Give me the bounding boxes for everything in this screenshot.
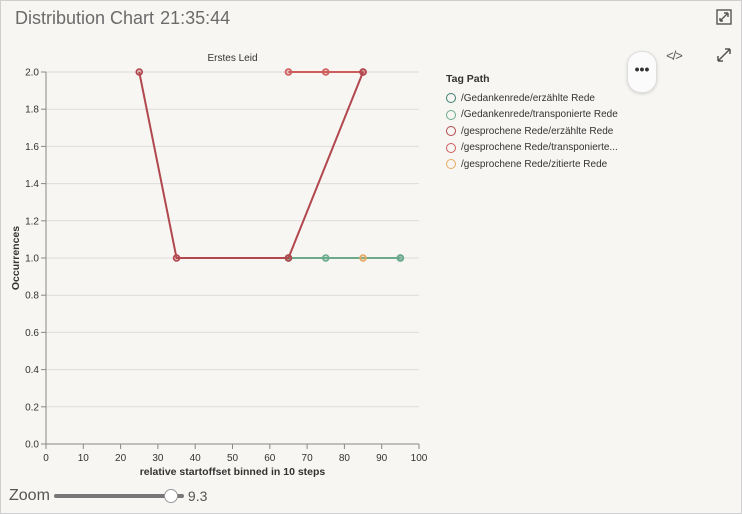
x-tick-label: 90 [376,453,388,464]
y-axis-label: Occurrences [10,226,22,290]
x-axis-label: relative startoffset binned in 10 steps [140,466,326,478]
data-point [135,68,144,76]
legend-swatch-icon [446,109,456,120]
data-point [172,254,181,262]
legend-item[interactable]: /gesprochene Rede/transponierte... [446,140,618,157]
minimize-icon[interactable] [715,9,733,27]
y-tick-label: 1.2 [25,216,39,227]
legend-item[interactable]: /Gedankenrede/transponierte Rede [446,107,618,124]
x-tick-label: 100 [411,453,428,464]
zoom-value: 9.3 [187,488,208,504]
window-title-time: 21:35:44 [160,8,231,28]
legend-item[interactable]: /gesprochene Rede/erzählte Rede [446,123,618,140]
y-tick-label: 2.0 [25,68,39,79]
legend-swatch-icon [446,93,456,104]
legend-item-label: /Gedankenrede/transponierte Rede [461,109,618,121]
line-chart: 0.0 0.2 0.4 0.6 0.8 1.0 1.2 1.4 1.6 1.8 2.0 0 10 20 30… [10,53,428,478]
legend-item[interactable]: /Gedankenrede/erzählte Rede [446,90,618,107]
code-icon[interactable]: </> [666,48,683,63]
x-tick-label: 0 [43,453,49,464]
data-point [396,254,405,262]
legend-title: Tag Path [446,73,490,85]
zoom-control: Zoom 9.3 [9,486,207,506]
y-tick-label: 1.6 [25,142,39,153]
series-line [138,71,364,259]
legend-item-label: /gesprochene Rede/zitierte Rede [461,158,608,170]
y-tick-label: 0.4 [25,365,39,376]
legend-swatch-icon [446,159,456,170]
legend-item-label: /gesprochene Rede/erzählte Rede [461,125,614,137]
y-tick-label: 1.0 [25,254,39,265]
data-point [359,254,367,262]
legend-swatch-icon [446,126,456,137]
legend-item-label: /Gedankenrede/erzählte Rede [461,92,595,104]
y-tick-label: 0.6 [25,328,39,339]
data-point [321,68,330,76]
legend-swatch-icon [446,142,456,153]
x-tick-label: 60 [264,453,276,464]
legend-item[interactable]: /gesprochene Rede/zitierte Rede [446,156,618,173]
expand-icon[interactable] [715,47,733,65]
x-tick-label: 20 [115,453,127,464]
legend-item-label: /gesprochene Rede/transponierte... [461,142,618,154]
zoom-label: Zoom [9,487,50,504]
y-tick-label: 0.2 [25,402,39,413]
x-tick-label: 40 [190,453,202,464]
data-point [284,254,293,262]
window-title: Distribution Chart 21:35:44 [15,8,230,29]
data-point [284,68,293,76]
x-tick-label: 80 [339,453,351,464]
y-tick-label: 0.8 [25,291,39,302]
x-tick-label: 70 [302,453,314,464]
y-tick-label: 0.0 [25,440,39,451]
zoom-slider[interactable] [53,489,184,503]
window-title-text: Distribution Chart [15,8,155,28]
data-point [359,68,367,76]
legend: Tag Path /Gedankenrede/erzählte Rede/Ged… [446,73,618,173]
chart-title: Erstes Leid [207,53,257,64]
x-tick-label: 10 [78,453,90,464]
y-tick-label: 1.4 [25,179,39,190]
y-tick-label: 1.8 [25,105,39,116]
zoom-slider-thumb[interactable] [163,489,178,503]
data-point [321,254,330,262]
x-tick-label: 30 [152,453,164,464]
x-tick-label: 50 [227,453,239,464]
more-options-button[interactable]: ••• [627,51,657,93]
